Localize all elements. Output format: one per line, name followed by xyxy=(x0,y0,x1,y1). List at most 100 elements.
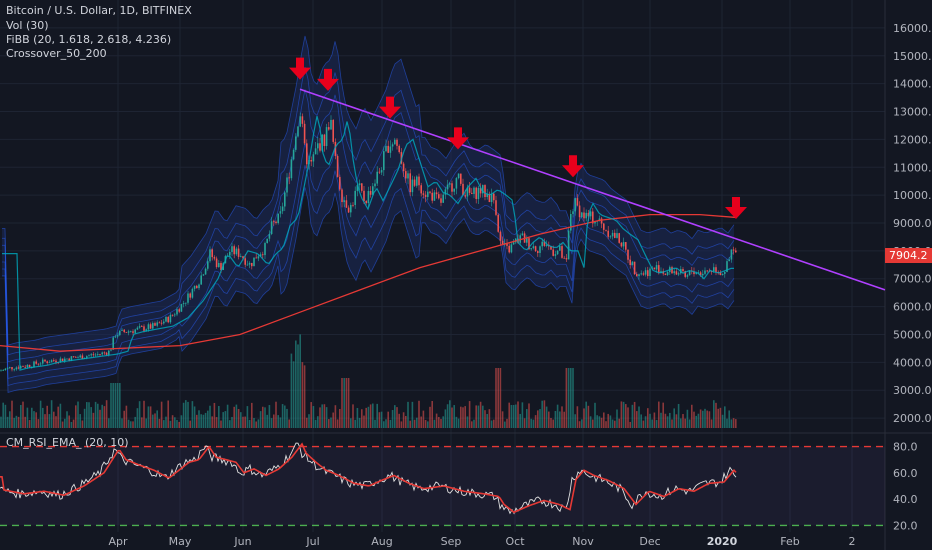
volume-bar xyxy=(706,410,708,428)
volume-bar xyxy=(649,413,651,428)
volume-bar xyxy=(633,401,636,428)
legend-crossover[interactable]: Crossover_50_200 xyxy=(6,47,107,60)
volume-bar xyxy=(336,419,339,428)
price-axis[interactable]: 16000.0 15000.0 14000.0 13000.0 12000.0 11000… xyxy=(893,22,932,532)
volume-bar xyxy=(629,421,631,428)
volume-bar xyxy=(616,409,618,428)
volume-bar xyxy=(174,417,176,428)
volume-bar xyxy=(350,418,352,428)
volume-bar xyxy=(673,408,675,428)
candle-body xyxy=(726,261,728,273)
volume-bar xyxy=(279,417,282,428)
volume-bar xyxy=(176,419,178,428)
volume-bar xyxy=(402,412,405,428)
candle-body xyxy=(541,241,543,247)
candle-body xyxy=(132,331,134,333)
candle-body xyxy=(6,367,9,369)
candle-body xyxy=(55,360,57,363)
volume-bar xyxy=(308,414,310,428)
volume-bar xyxy=(50,400,53,428)
volume-bar xyxy=(442,416,444,428)
volume-bar xyxy=(39,400,42,428)
candle-body xyxy=(585,212,587,219)
candle-body xyxy=(675,271,678,275)
volume-bar xyxy=(288,419,290,428)
band-line xyxy=(2,142,735,380)
descending-trendline[interactable] xyxy=(299,88,886,291)
volume-bar xyxy=(587,405,590,428)
volume-bar xyxy=(127,419,130,428)
volume-bar xyxy=(218,405,220,428)
legend-fibb[interactable]: FiBB (20, 1.618, 2.618, 4.236) xyxy=(6,33,172,46)
volume-bar xyxy=(614,420,616,428)
candle-body xyxy=(356,185,359,191)
candle-body xyxy=(521,233,524,236)
volume-bar xyxy=(484,410,486,428)
candle-body xyxy=(385,145,387,152)
trendline[interactable] xyxy=(299,88,886,291)
volume-bar xyxy=(488,409,491,428)
candle-body xyxy=(75,356,77,358)
band-line xyxy=(2,89,735,363)
volume-bar xyxy=(79,414,81,428)
volume-bar xyxy=(325,407,328,428)
volume-bar xyxy=(688,419,691,428)
volume-bar xyxy=(101,404,103,428)
volume-bar xyxy=(486,413,488,428)
candle-body xyxy=(237,248,240,257)
legend-symbol[interactable]: Bitcoin / U.S. Dollar, 1D, BITFINEX xyxy=(6,4,192,17)
volume-bar xyxy=(213,402,216,428)
candle-body xyxy=(26,364,29,368)
candle-body xyxy=(105,352,108,355)
candle-body xyxy=(94,354,97,356)
legend-vol[interactable]: Vol (30) xyxy=(6,19,49,32)
legend-rsi[interactable]: CM_RSI_EMA_ (20, 10) xyxy=(6,436,129,449)
candle-body xyxy=(380,170,383,173)
volume-bar xyxy=(598,416,601,428)
candle-body xyxy=(130,331,132,333)
volume-bar xyxy=(677,403,680,428)
volume-bar xyxy=(229,420,231,428)
candle-body xyxy=(202,274,205,276)
volume-bar xyxy=(160,401,163,428)
candle-body xyxy=(578,205,581,218)
volume-bar xyxy=(675,414,678,428)
price-tick-label: 5000.0 xyxy=(893,328,932,341)
candle-body xyxy=(686,275,689,277)
candle-body xyxy=(418,176,420,186)
candle-body xyxy=(647,270,649,277)
volume-bar xyxy=(607,413,609,428)
candle-body xyxy=(231,246,233,252)
candle-body xyxy=(374,183,376,187)
candle-body xyxy=(460,173,462,184)
price-badge: 7904.2 xyxy=(885,248,932,263)
ma-200-line xyxy=(0,213,737,352)
volume-bar xyxy=(710,419,713,428)
volume-bar xyxy=(226,404,229,428)
candle-body xyxy=(451,183,453,192)
candle-body xyxy=(259,254,262,257)
volume-bar xyxy=(299,334,301,428)
candle-body xyxy=(464,195,466,197)
volume-bar xyxy=(301,362,304,428)
candle-body xyxy=(532,246,535,249)
candle-body xyxy=(715,267,717,272)
volume-bar xyxy=(477,405,480,428)
volume-bar xyxy=(200,414,202,428)
candle-body xyxy=(160,322,163,324)
volume-bar xyxy=(594,402,596,428)
candle-body xyxy=(438,194,440,199)
volume-bar xyxy=(191,401,194,428)
volume-bar xyxy=(369,404,372,428)
volume-bar xyxy=(70,421,73,428)
volume-bar xyxy=(240,412,242,428)
candle-body xyxy=(565,258,568,260)
candle-body xyxy=(402,163,405,172)
volume-bar xyxy=(72,419,75,428)
volume-bar xyxy=(647,408,649,428)
time-axis[interactable]: Apr May Jun Jul Aug Sep Oct Nov Dec 2020 Feb 2 xyxy=(108,535,855,548)
candle-body xyxy=(449,183,451,185)
band-line xyxy=(2,187,735,393)
